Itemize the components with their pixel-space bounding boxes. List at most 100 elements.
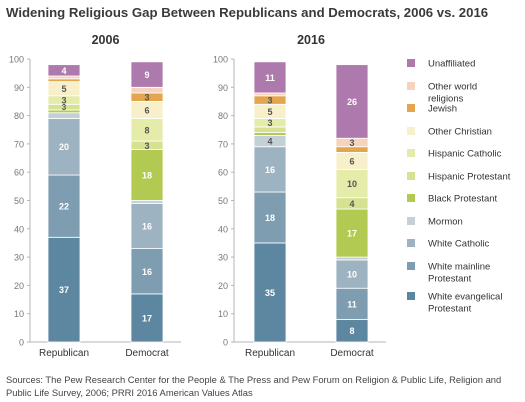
panel-title-2016: 2016 (297, 33, 325, 47)
x-tick-label: Democrat (330, 348, 374, 359)
legend-swatch-white-catholic (407, 239, 415, 247)
data-label: 3 (267, 118, 272, 128)
x-tick-label: Republican (39, 348, 89, 359)
bar-segment-white-evangelical-protestant (47, 236, 81, 343)
data-label: 3 (267, 96, 272, 106)
data-label: 9 (144, 70, 149, 80)
data-label: 17 (142, 313, 152, 323)
bar-segment-unaffiliated (130, 61, 164, 88)
data-label: 11 (265, 73, 275, 83)
legend-swatch-jewish (407, 104, 415, 112)
data-label: 26 (347, 97, 357, 107)
legend-label: Other world (428, 82, 477, 93)
chart-title: Widening Religious Gap Between Republica… (6, 5, 489, 20)
data-label: 16 (265, 165, 275, 175)
legend-swatch-white-mainline-protestant (407, 262, 415, 270)
legend-label: Mormon (428, 217, 463, 228)
data-label: 6 (349, 156, 354, 166)
y-tick-label: 10 (14, 309, 24, 319)
y-tick-label: 60 (14, 168, 24, 178)
panel-title-2006: 2006 (92, 33, 120, 47)
data-label: 10 (347, 179, 357, 189)
legend-label: Jewish (428, 104, 457, 115)
data-label: 3 (62, 103, 67, 112)
legend-swatch-other-christian (407, 127, 415, 135)
data-label: 18 (142, 171, 152, 181)
bar-segment-mormon (130, 200, 164, 204)
legend-swatch-black-protestant (407, 194, 415, 202)
bar-segment-other-world-religions (47, 75, 81, 80)
y-tick-label: 90 (14, 83, 24, 93)
data-label: 35 (265, 288, 275, 298)
data-label: 4 (61, 66, 66, 76)
data-label: 3 (144, 93, 149, 103)
data-label: 3 (61, 96, 66, 106)
data-label: 37 (59, 285, 69, 295)
data-label: 16 (142, 267, 152, 277)
legend-swatch-white-evangelical-protestant (407, 292, 415, 300)
legend-label: Hispanic Protestant (428, 172, 511, 183)
legend-label: religions (428, 94, 464, 105)
source-note: Sources: The Pew Research Center for the… (6, 374, 502, 398)
data-label: 6 (144, 105, 149, 115)
bar-segment-white-catholic (253, 146, 287, 193)
legend-swatch-mormon (407, 217, 415, 225)
y-tick-label: 50 (14, 196, 24, 206)
data-label: 17 (347, 229, 357, 239)
bar-segment-mormon (47, 112, 81, 119)
data-label: 5 (61, 84, 66, 94)
data-label: 20 (59, 142, 69, 152)
legend-label: Black Protestant (428, 194, 498, 205)
data-label: 5 (267, 107, 272, 117)
legend-label: White Catholic (428, 239, 489, 250)
data-label: 11 (347, 299, 357, 309)
y-tick-label: 40 (14, 224, 24, 234)
data-label: 18 (265, 213, 275, 223)
bar-segment-unaffiliated (335, 64, 369, 139)
bar-segment-white-mainline-protestant (335, 287, 369, 320)
bar-segment-black-protestant (130, 149, 164, 201)
bar-segment-white-catholic (130, 202, 164, 250)
data-label: 3 (144, 141, 149, 151)
x-tick-label: Democrat (125, 348, 169, 359)
y-tick-label: 70 (218, 139, 228, 149)
data-label: 22 (59, 202, 69, 212)
y-tick-label: 50 (218, 196, 228, 206)
legend-swatch-hispanic-protestant (407, 172, 415, 180)
y-tick-label: 100 (9, 55, 24, 65)
bar-segment-white-catholic (47, 118, 81, 176)
legend-label: Protestant (428, 274, 472, 285)
legend-label: Other Christian (428, 127, 492, 138)
y-tick-label: 20 (218, 281, 228, 291)
y-tick-label: 10 (218, 309, 228, 319)
y-tick-label: 70 (14, 139, 24, 149)
bar-segment-white-mainline-protestant (253, 191, 287, 244)
legend-label: Protestant (428, 304, 472, 315)
bar-segment-white-evangelical-protestant (253, 242, 287, 343)
y-tick-label: 0 (19, 338, 24, 348)
bar-segment-unaffiliated (253, 61, 287, 94)
legend-label: White evangelical (428, 292, 502, 303)
legend-swatch-hispanic-catholic (407, 149, 415, 157)
legend-swatch-other-world-religions (407, 82, 415, 90)
y-tick-label: 80 (14, 111, 24, 121)
bar-segment-unaffiliated (47, 64, 81, 77)
legend-label: Unaffiliated (428, 59, 475, 70)
y-tick-label: 30 (218, 253, 228, 263)
legend-swatch-unaffiliated (407, 59, 415, 67)
bar-segment-jewish (47, 78, 81, 83)
y-tick-label: 20 (14, 281, 24, 291)
data-label: 4 (349, 199, 354, 209)
data-label: 10 (347, 270, 357, 280)
legend-label: Hispanic Catholic (428, 149, 502, 160)
data-label: 8 (349, 326, 354, 336)
y-tick-label: 30 (14, 253, 24, 263)
bar-segment-black-protestant (335, 208, 369, 258)
data-label: 3 (349, 138, 354, 148)
y-tick-label: 80 (218, 111, 228, 121)
legend-label: White mainline (428, 262, 490, 273)
bar-segment-black-protestant (253, 132, 287, 136)
y-tick-label: 100 (213, 55, 228, 65)
data-label: 16 (142, 221, 152, 231)
